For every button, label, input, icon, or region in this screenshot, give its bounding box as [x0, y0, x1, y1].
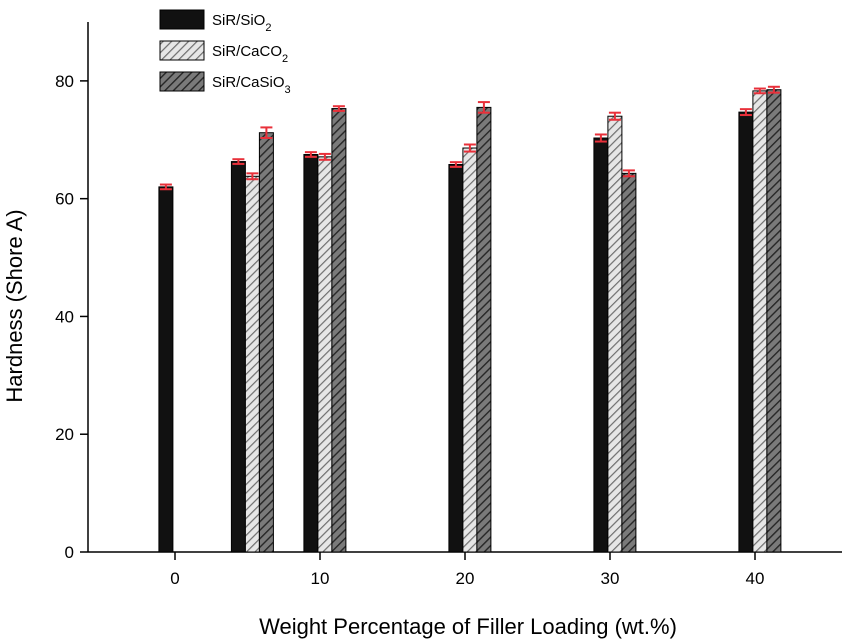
legend-label: SiR/CaSiO3	[212, 74, 291, 96]
bar-series-2	[462, 147, 478, 553]
x-tick-label: 10	[311, 569, 330, 588]
bar-series-3	[766, 89, 782, 553]
bar-series-2	[752, 90, 768, 553]
y-tick-label: 20	[55, 425, 74, 444]
bar-series-2	[244, 175, 260, 553]
y-tick-label: 60	[55, 190, 74, 209]
bar-series-1	[738, 111, 754, 553]
x-tick-label: 30	[601, 569, 620, 588]
y-tick-label: 80	[55, 72, 74, 91]
legend-label: SiR/SiO2	[212, 12, 271, 34]
legend-swatch	[159, 71, 205, 92]
bar-series-1	[158, 186, 174, 553]
y-tick-label: 40	[55, 307, 74, 326]
bar-series-1	[448, 164, 464, 553]
bar-series-1	[303, 154, 319, 553]
x-tick-label: 20	[456, 569, 475, 588]
bar-series-2	[607, 115, 623, 553]
legend-label: SiR/CaCO2	[212, 43, 288, 65]
legend-swatch	[159, 9, 205, 30]
legend: SiR/SiO2 SiR/CaCO2 SiR/CaSiO3	[159, 9, 291, 96]
bar-series-3	[476, 106, 492, 553]
x-tick-label: 40	[746, 569, 765, 588]
legend-swatch	[159, 40, 205, 61]
x-tick-label: 0	[170, 569, 179, 588]
bar-series-2	[317, 156, 333, 553]
bar-series-3	[331, 108, 347, 553]
bar-series-3	[621, 172, 637, 553]
y-axis-title: Hardness (Shore A)	[2, 209, 27, 402]
bar-series-1	[593, 137, 609, 553]
plot-area: 0 20 40 60 80 0 10 20 30 40	[55, 22, 842, 588]
bar-series-1	[230, 161, 246, 553]
y-tick-label: 0	[65, 543, 74, 562]
x-axis-title: Weight Percentage of Filler Loading (wt.…	[259, 614, 677, 639]
bar-series-3	[258, 132, 274, 553]
